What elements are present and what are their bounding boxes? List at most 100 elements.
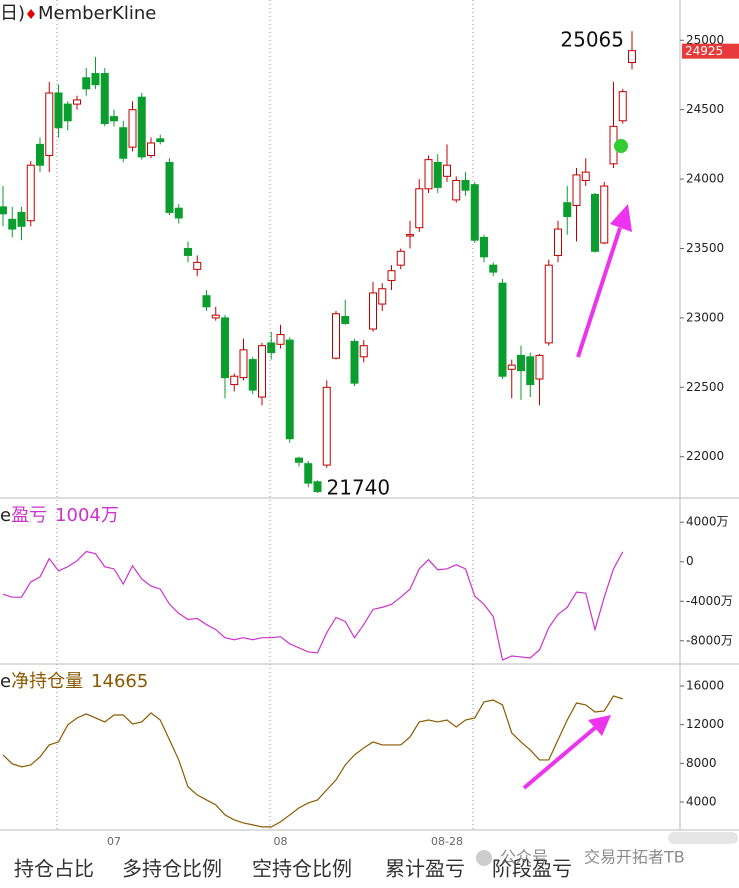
candle-body (600, 185, 609, 244)
candle-body (193, 261, 202, 270)
panel-title: e净持仓量 14665 (0, 671, 148, 692)
candle-body (461, 179, 470, 191)
candle-body (507, 364, 516, 370)
candle-body (211, 314, 220, 319)
x-tick-label: 08-28 (431, 835, 463, 848)
candle-body (73, 99, 81, 105)
candle-body (313, 481, 322, 492)
candle-body (332, 313, 340, 359)
y-tick-label: 25000 (686, 33, 724, 47)
tab: 多持仓比例 (122, 857, 222, 881)
y-tick-label: 4000 (686, 794, 717, 808)
low-annotation: 21740 (327, 475, 391, 499)
watermark-text: 交易开拓者TB (584, 848, 685, 867)
last-value: 14665 (91, 671, 148, 692)
candle-body (147, 142, 155, 156)
candle-body (581, 171, 590, 181)
candle-body (387, 270, 396, 281)
series-name: 盈亏 (11, 505, 47, 526)
candle-body (137, 96, 146, 158)
candle-body (480, 236, 488, 258)
arrow-shaft (522, 725, 598, 790)
candle-body (91, 73, 100, 86)
candle-body (489, 264, 498, 273)
period-label: 日) (0, 3, 25, 24)
x-tick-label: 07 (107, 835, 121, 848)
arrow (522, 715, 611, 790)
y-tick-label: 24000 (686, 172, 724, 186)
series-line (2, 550, 624, 661)
candle-body (45, 92, 54, 156)
candle-body (517, 354, 525, 372)
arrow-shaft (576, 227, 622, 358)
candle-body (63, 103, 72, 122)
watermark-text: 公众号 (500, 848, 548, 867)
candle-body (17, 211, 26, 227)
candle-body (470, 184, 479, 241)
candle-body (128, 109, 137, 148)
candle-body (174, 207, 183, 219)
candle-body (0, 206, 7, 215)
candle-body (82, 77, 91, 90)
last-price-tag (682, 43, 739, 59)
smiley-icon (614, 139, 628, 153)
candle-body (248, 359, 257, 391)
tab-bar: 持仓占比 多持仓比例 空持仓比例 累计盈亏 阶段盈亏 (14, 857, 572, 881)
title-diamond (27, 9, 35, 19)
tab: 持仓占比 (14, 857, 94, 881)
candle-body (369, 292, 377, 330)
tab: 空持仓比例 (252, 857, 352, 881)
candle-body (267, 342, 276, 354)
candle-body (452, 179, 461, 201)
last-price-label: 24925 (685, 44, 723, 58)
candle-body (628, 50, 636, 63)
candle-body (26, 164, 35, 222)
tab: 累计盈亏 (385, 857, 465, 881)
y-tick-label: 4000万 (686, 515, 729, 529)
candle-body (54, 92, 63, 129)
candle-body (396, 250, 405, 266)
candle-body (8, 218, 17, 230)
y-tick-label: 0 (686, 554, 694, 568)
candle-body (526, 356, 535, 386)
candle-body (110, 116, 118, 122)
candle-body (156, 138, 165, 143)
candle-body (119, 127, 128, 159)
candle-body (544, 264, 553, 344)
y-tick-label: 23000 (686, 310, 724, 324)
watermark-icon (476, 850, 492, 866)
candle-body (165, 161, 174, 213)
series-name: 净持仓量 (11, 671, 83, 692)
candle-body (572, 174, 581, 206)
y-tick-label: -8000万 (686, 633, 733, 647)
candle-body (202, 295, 211, 308)
candle-body (350, 341, 359, 384)
candle-body (359, 345, 368, 358)
y-tick-label: 12000 (686, 717, 724, 731)
candle-body (230, 375, 239, 386)
candle-body (563, 202, 572, 218)
marks: 22000 22500 23000 23500 24000 24500 25000 25065… (0, 28, 739, 848)
candle-body (304, 463, 313, 484)
candle-body (591, 193, 599, 252)
y-tick-label: 16000 (686, 678, 724, 692)
candle-body (341, 316, 350, 324)
candle-body (406, 234, 414, 237)
candle-body (498, 282, 507, 377)
high-annotation: 25065 (560, 28, 624, 52)
candle-body (424, 159, 433, 190)
candle-body (433, 161, 442, 188)
candle-body (618, 91, 627, 122)
y-tick-label: 22000 (686, 449, 724, 463)
y-tick-label: 24500 (686, 102, 724, 116)
candle-body (443, 164, 451, 177)
candle-body (535, 354, 544, 380)
chart-title: MemberKline (38, 3, 156, 24)
arrow (576, 204, 632, 358)
x-tick-label: 08 (274, 835, 288, 848)
candle-body (100, 73, 109, 125)
candle-body (276, 334, 285, 345)
y-tick-label: 8000 (686, 756, 717, 770)
name-prefix: e (0, 505, 11, 526)
